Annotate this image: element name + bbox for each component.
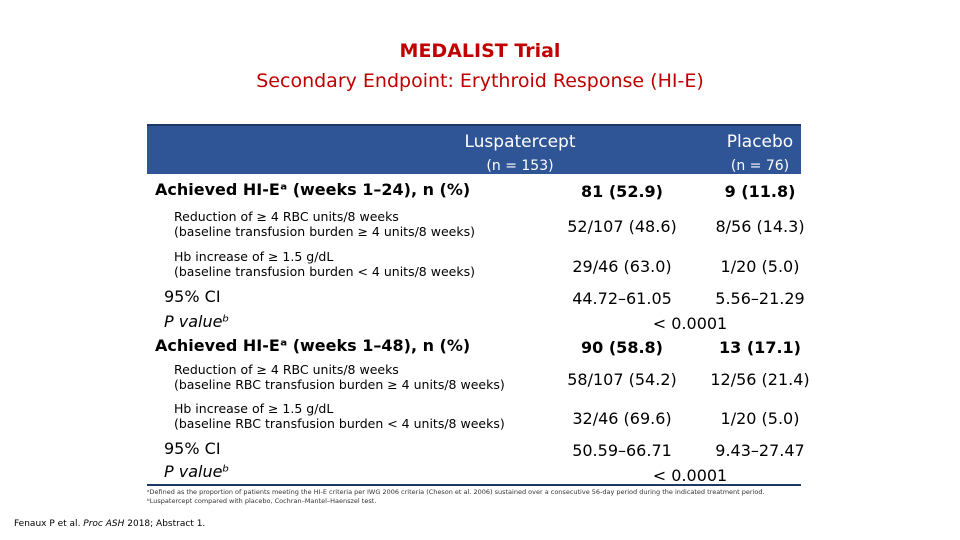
p-value: < 0.0001 (652, 314, 728, 333)
value-luspatercept: 32/46 (69.6) (572, 409, 672, 428)
value-luspatercept: 50.59–66.71 (572, 441, 672, 460)
footnote-b: ᵇLuspatercept compared with placebo, Coc… (147, 497, 377, 505)
row-label-achieved-48: Achieved HI-Eᵃ (weeks 1–48), n (%) (155, 336, 471, 355)
table-bottom-rule (147, 484, 801, 486)
column-name: Placebo (726, 132, 794, 152)
value-placebo: 13 (17.1) (719, 338, 801, 357)
column-header-luspatercept: Luspatercept (n = 153) (400, 132, 640, 174)
column-header-placebo: Placebo (n = 76) (660, 132, 860, 174)
citation-journal: Proc ASH (83, 519, 125, 529)
column-n: (n = 153) (486, 158, 554, 174)
value-luspatercept: 58/107 (54.2) (567, 370, 677, 389)
column-name: Luspatercept (464, 132, 576, 152)
value-luspatercept: 81 (52.9) (581, 182, 663, 201)
citation-rest: 2018; Abstract 1. (124, 519, 206, 529)
value-placebo: 1/20 (5.0) (720, 409, 800, 428)
row-label-hb-48: Hb increase of ≥ 1.5 g/dL (baseline RBC … (174, 401, 505, 431)
table-header-band (147, 124, 801, 174)
value-placebo: 9 (11.8) (724, 182, 796, 201)
row-label-pvalue-24: P valueᵇ (164, 312, 230, 331)
value-luspatercept: 90 (58.8) (581, 338, 663, 357)
title-line-1: MEDALIST Trial (399, 40, 561, 62)
column-n: (n = 76) (730, 158, 790, 174)
row-label-pvalue-48: P valueᵇ (164, 462, 230, 481)
citation: Fenaux P et al. Proc ASH 2018; Abstract … (14, 519, 205, 529)
value-luspatercept: 29/46 (63.0) (572, 257, 672, 276)
value-placebo: 1/20 (5.0) (720, 257, 800, 276)
value-placebo: 8/56 (14.3) (715, 217, 805, 236)
row-label-reduction-48: Reduction of ≥ 4 RBC units/8 weeks (base… (174, 362, 505, 392)
row-label-ci-24: 95% CI (164, 287, 221, 306)
p-value: < 0.0001 (652, 466, 728, 485)
value-placebo: 5.56–21.29 (715, 289, 805, 308)
value-placebo: 9.43–27.47 (715, 441, 805, 460)
title-line-2: Secondary Endpoint: Erythroid Response (… (256, 70, 704, 92)
value-luspatercept: 44.72–61.05 (572, 289, 672, 308)
value-luspatercept: 52/107 (48.6) (567, 217, 677, 236)
row-label-ci-48: 95% CI (164, 439, 221, 458)
footnote-a: ᵃDefined as the proportion of patients m… (147, 488, 765, 496)
row-label-achieved-24: Achieved HI-Eᵃ (weeks 1–24), n (%) (155, 180, 471, 199)
row-label-hb-24: Hb increase of ≥ 1.5 g/dL (baseline tran… (174, 249, 475, 279)
row-label-reduction-24: Reduction of ≥ 4 RBC units/8 weeks (base… (174, 209, 475, 239)
value-placebo: 12/56 (21.4) (710, 370, 810, 389)
citation-authors: Fenaux P et al. (14, 519, 84, 529)
